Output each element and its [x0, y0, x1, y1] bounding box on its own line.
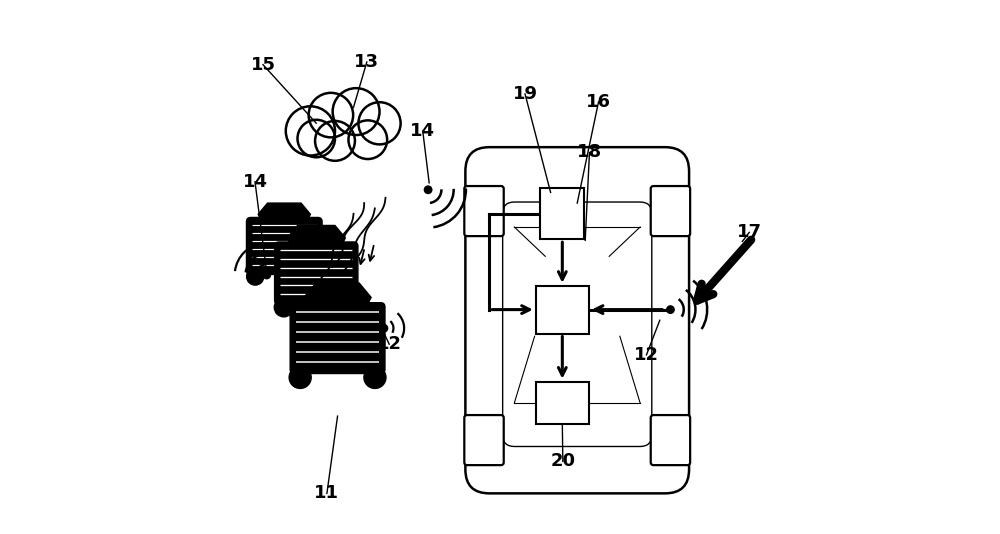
- Text: 16: 16: [586, 93, 611, 111]
- FancyBboxPatch shape: [246, 217, 322, 274]
- Circle shape: [309, 93, 353, 137]
- Circle shape: [667, 306, 674, 313]
- Circle shape: [263, 271, 270, 279]
- FancyBboxPatch shape: [290, 303, 385, 373]
- Circle shape: [289, 366, 311, 388]
- Circle shape: [315, 121, 355, 161]
- Bar: [536, 286, 589, 334]
- Text: 13: 13: [354, 53, 379, 71]
- Polygon shape: [258, 203, 310, 222]
- Circle shape: [424, 186, 432, 193]
- Text: 12: 12: [377, 335, 402, 353]
- Bar: [540, 189, 584, 239]
- Text: 20: 20: [550, 452, 575, 470]
- Text: 15: 15: [250, 56, 275, 74]
- FancyBboxPatch shape: [503, 202, 652, 446]
- Circle shape: [274, 298, 293, 317]
- Circle shape: [286, 106, 335, 155]
- Text: 11: 11: [314, 484, 339, 502]
- FancyBboxPatch shape: [465, 147, 689, 493]
- Circle shape: [305, 268, 322, 285]
- Circle shape: [247, 268, 264, 285]
- FancyBboxPatch shape: [651, 415, 690, 465]
- FancyBboxPatch shape: [464, 186, 504, 236]
- Polygon shape: [304, 283, 371, 307]
- FancyBboxPatch shape: [651, 186, 690, 236]
- Text: 18: 18: [577, 144, 602, 161]
- FancyBboxPatch shape: [275, 242, 358, 304]
- Circle shape: [380, 325, 388, 332]
- Circle shape: [364, 366, 386, 388]
- Bar: [536, 381, 589, 424]
- Polygon shape: [287, 225, 345, 246]
- Text: 14: 14: [410, 122, 435, 140]
- Circle shape: [333, 88, 380, 135]
- Text: 17: 17: [737, 223, 762, 241]
- Text: 12: 12: [634, 346, 659, 364]
- Circle shape: [348, 120, 387, 159]
- Circle shape: [358, 102, 401, 144]
- Circle shape: [339, 298, 358, 317]
- Text: 19: 19: [513, 85, 538, 103]
- Text: 14: 14: [242, 173, 267, 191]
- FancyBboxPatch shape: [464, 415, 504, 465]
- Circle shape: [298, 120, 335, 158]
